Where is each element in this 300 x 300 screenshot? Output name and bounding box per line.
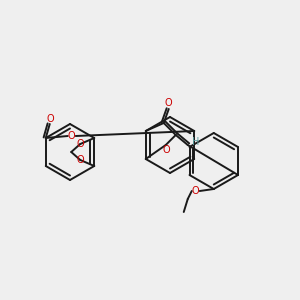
- Text: O: O: [192, 186, 200, 196]
- Text: H: H: [192, 137, 200, 147]
- Text: O: O: [76, 139, 84, 149]
- Text: O: O: [76, 155, 84, 165]
- Text: O: O: [163, 145, 171, 155]
- Text: O: O: [68, 131, 76, 141]
- Text: O: O: [165, 98, 172, 108]
- Text: O: O: [47, 114, 55, 124]
